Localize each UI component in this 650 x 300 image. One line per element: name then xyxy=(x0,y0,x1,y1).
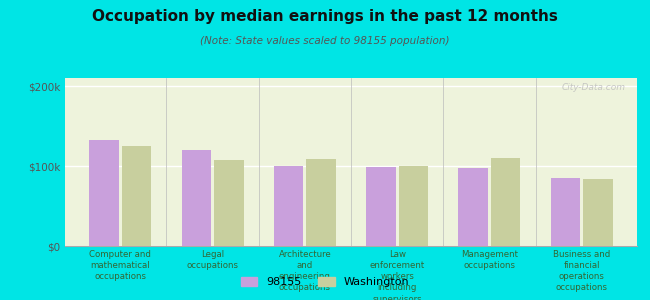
Bar xyxy=(583,179,612,246)
Bar xyxy=(122,146,151,246)
Legend: 98155, Washington: 98155, Washington xyxy=(236,272,414,291)
Bar xyxy=(274,166,304,246)
Text: City-Data.com: City-Data.com xyxy=(562,83,625,92)
Bar xyxy=(366,167,396,246)
Bar xyxy=(398,166,428,246)
Bar xyxy=(182,150,211,246)
Text: (Note: State values scaled to 98155 population): (Note: State values scaled to 98155 popu… xyxy=(200,36,450,46)
Bar xyxy=(306,159,336,246)
Text: Occupation by median earnings in the past 12 months: Occupation by median earnings in the pas… xyxy=(92,9,558,24)
Bar xyxy=(214,160,244,246)
Bar xyxy=(90,140,119,246)
Bar xyxy=(551,178,580,246)
Bar xyxy=(458,168,488,246)
Bar xyxy=(491,158,520,246)
